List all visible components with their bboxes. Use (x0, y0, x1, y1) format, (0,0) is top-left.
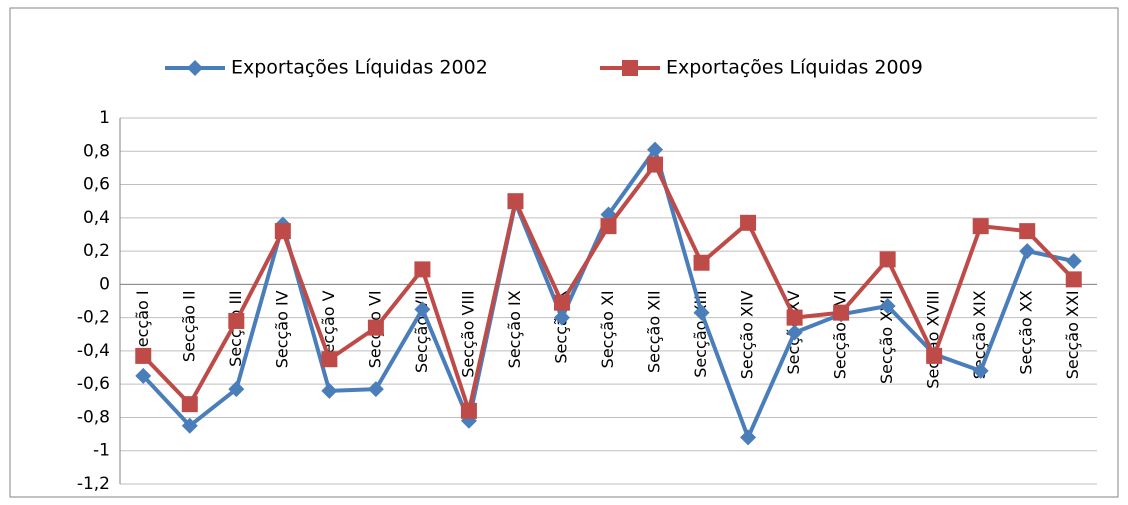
x-tick-label: Secção II (179, 290, 198, 362)
marker (321, 351, 338, 368)
marker (1019, 223, 1036, 240)
y-tick-label: -0,6 (77, 374, 110, 394)
y-tick-label: -0,2 (77, 308, 110, 328)
marker (972, 218, 989, 235)
marker (740, 214, 757, 231)
marker (460, 402, 477, 419)
x-tick-label: Secção XII (645, 290, 664, 373)
marker (600, 218, 617, 235)
marker (414, 301, 431, 318)
y-tick-label: 0,6 (83, 175, 110, 195)
marker (879, 297, 896, 314)
y-tick-label: -0,4 (77, 341, 110, 361)
marker (228, 381, 245, 398)
x-tick-label: Secção XIV (738, 290, 757, 379)
marker (507, 193, 524, 210)
marker (553, 294, 570, 311)
x-tick-label: Secção VIII (458, 290, 477, 377)
y-tick-label: 1 (99, 108, 110, 128)
x-tick-label: Secção XX (1017, 290, 1036, 374)
legend-label: Exportações Líquidas 2009 (666, 57, 923, 79)
marker (926, 347, 943, 364)
marker (1065, 271, 1082, 288)
y-tick-label: -0,8 (77, 407, 110, 427)
y-tick-label: 0 (99, 274, 110, 294)
x-tick-label: Secção IV (272, 290, 291, 368)
marker (321, 382, 338, 399)
marker (1065, 253, 1082, 270)
marker (274, 223, 291, 240)
legend-marker (622, 60, 638, 76)
y-tick-label: -1,2 (77, 474, 110, 494)
marker (228, 312, 245, 329)
legend-marker (187, 60, 203, 76)
y-tick-label: -1 (93, 441, 110, 461)
marker (833, 304, 850, 321)
y-tick-label: 0,8 (83, 141, 110, 161)
marker (135, 347, 152, 364)
marker (367, 381, 384, 398)
marker (693, 304, 710, 321)
marker (553, 309, 570, 326)
y-tick-label: 0,4 (83, 208, 110, 228)
marker (647, 141, 664, 158)
marker (414, 261, 431, 278)
marker (367, 319, 384, 336)
x-tick-label: Secção IX (505, 290, 524, 368)
x-tick-label: Secção I (133, 290, 152, 357)
marker (1019, 243, 1036, 260)
marker (786, 309, 803, 326)
marker (181, 417, 198, 434)
marker (693, 254, 710, 271)
x-tick-label: Secção XVIII (924, 290, 943, 388)
x-tick-label: Secção XXI (1063, 290, 1082, 379)
chart-border (9, 7, 1119, 498)
legend-label: Exportações Líquidas 2002 (231, 57, 488, 79)
y-tick-label: 0,2 (83, 241, 110, 261)
marker (786, 324, 803, 341)
marker (972, 362, 989, 379)
marker (879, 251, 896, 268)
x-tick-label: Secção XVII (877, 290, 896, 384)
marker (647, 156, 664, 173)
x-tick-label: Secção XI (598, 290, 617, 368)
marker (181, 396, 198, 413)
marker (135, 367, 152, 384)
marker (740, 429, 757, 446)
